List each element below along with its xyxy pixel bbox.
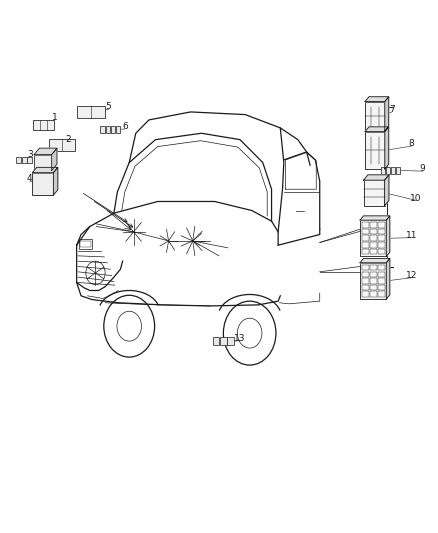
Bar	[365, 132, 385, 169]
Text: 1: 1	[52, 113, 58, 122]
Bar	[362, 271, 369, 277]
Text: 10: 10	[410, 194, 422, 203]
Text: 6: 6	[122, 123, 128, 131]
Text: 11: 11	[406, 231, 417, 240]
Bar	[370, 242, 377, 248]
Bar	[378, 229, 385, 235]
Polygon shape	[385, 96, 389, 131]
Bar	[386, 167, 390, 174]
Bar	[362, 222, 369, 228]
Bar	[396, 167, 400, 174]
Bar	[106, 126, 110, 133]
Polygon shape	[364, 175, 389, 180]
Polygon shape	[365, 127, 389, 132]
Bar	[360, 220, 386, 256]
Bar	[378, 292, 385, 297]
Bar	[116, 126, 120, 133]
Bar	[364, 180, 385, 206]
Polygon shape	[52, 148, 57, 171]
Bar	[227, 337, 234, 345]
Bar	[362, 236, 369, 241]
Bar	[220, 337, 226, 345]
Bar	[362, 285, 369, 290]
Bar	[370, 236, 377, 241]
Bar	[370, 222, 377, 228]
Bar	[34, 155, 52, 171]
Bar	[378, 265, 385, 270]
Bar	[77, 106, 105, 118]
Bar	[360, 263, 386, 299]
Bar	[213, 337, 219, 345]
Bar	[378, 249, 385, 254]
Bar	[111, 126, 115, 133]
Bar	[362, 292, 369, 297]
Bar	[100, 126, 105, 133]
Bar	[370, 229, 377, 235]
Polygon shape	[365, 96, 389, 101]
Bar	[362, 249, 369, 254]
Text: 2: 2	[65, 135, 71, 144]
Text: 13: 13	[234, 334, 246, 343]
Bar	[16, 157, 21, 163]
Bar	[370, 271, 377, 277]
Text: 9: 9	[420, 165, 426, 173]
Bar	[79, 239, 92, 249]
Polygon shape	[385, 127, 389, 169]
Bar	[378, 236, 385, 241]
Bar	[378, 285, 385, 290]
Polygon shape	[360, 259, 390, 263]
Text: 7: 7	[389, 105, 395, 114]
Bar	[362, 278, 369, 284]
Polygon shape	[34, 148, 57, 155]
Text: 5: 5	[106, 102, 112, 111]
Text: 8: 8	[409, 140, 415, 148]
Polygon shape	[385, 175, 389, 206]
Bar	[378, 242, 385, 248]
Polygon shape	[360, 216, 390, 220]
Bar	[370, 249, 377, 254]
Text: 12: 12	[406, 271, 417, 280]
Bar	[370, 265, 377, 270]
Bar	[33, 120, 54, 130]
Polygon shape	[32, 167, 58, 173]
Text: 3: 3	[27, 150, 33, 159]
Bar	[370, 285, 377, 290]
Bar	[370, 292, 377, 297]
Text: 4: 4	[27, 174, 32, 183]
Bar	[370, 278, 377, 284]
Bar	[362, 265, 369, 270]
Bar	[49, 139, 75, 151]
Bar	[365, 101, 385, 131]
Bar	[378, 222, 385, 228]
Bar	[21, 157, 27, 163]
Bar	[378, 278, 385, 284]
Polygon shape	[386, 259, 390, 299]
Bar	[378, 271, 385, 277]
Bar	[28, 157, 32, 163]
Polygon shape	[386, 216, 390, 256]
Bar	[391, 167, 395, 174]
Bar	[80, 241, 91, 247]
Bar	[362, 242, 369, 248]
Bar	[362, 229, 369, 235]
Polygon shape	[53, 167, 58, 195]
Bar	[381, 167, 385, 174]
Bar	[32, 173, 53, 195]
